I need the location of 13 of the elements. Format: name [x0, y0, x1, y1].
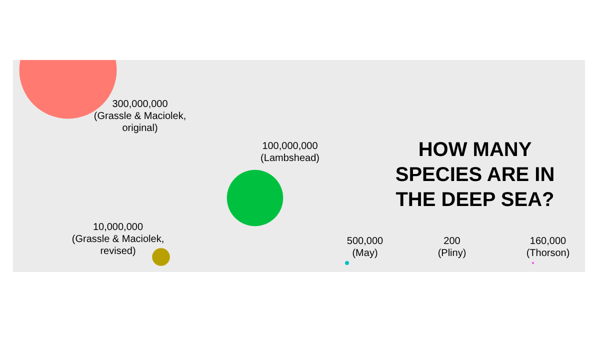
- data-label: 160,000: [530, 236, 567, 247]
- category-label: (Thorson): [526, 248, 570, 259]
- category-label: (Lambshead): [260, 153, 320, 164]
- category-label: (Grassle & Maciolek, revised): [72, 234, 164, 257]
- text: HOW MANY SPECIES ARE IN THE DEEP SEA?: [395, 139, 555, 211]
- category-label: (Pliny): [438, 248, 466, 259]
- data-label: 300,000,000: [112, 99, 168, 110]
- category-label: (Grassle & Maciolek, original): [94, 111, 186, 134]
- category-label: (May): [352, 248, 378, 259]
- data-label: 500,000: [346, 236, 384, 247]
- data-label: 100,000,000: [262, 141, 318, 152]
- data-label: 200: [444, 236, 461, 247]
- data-label: 10,000,000: [92, 222, 144, 233]
